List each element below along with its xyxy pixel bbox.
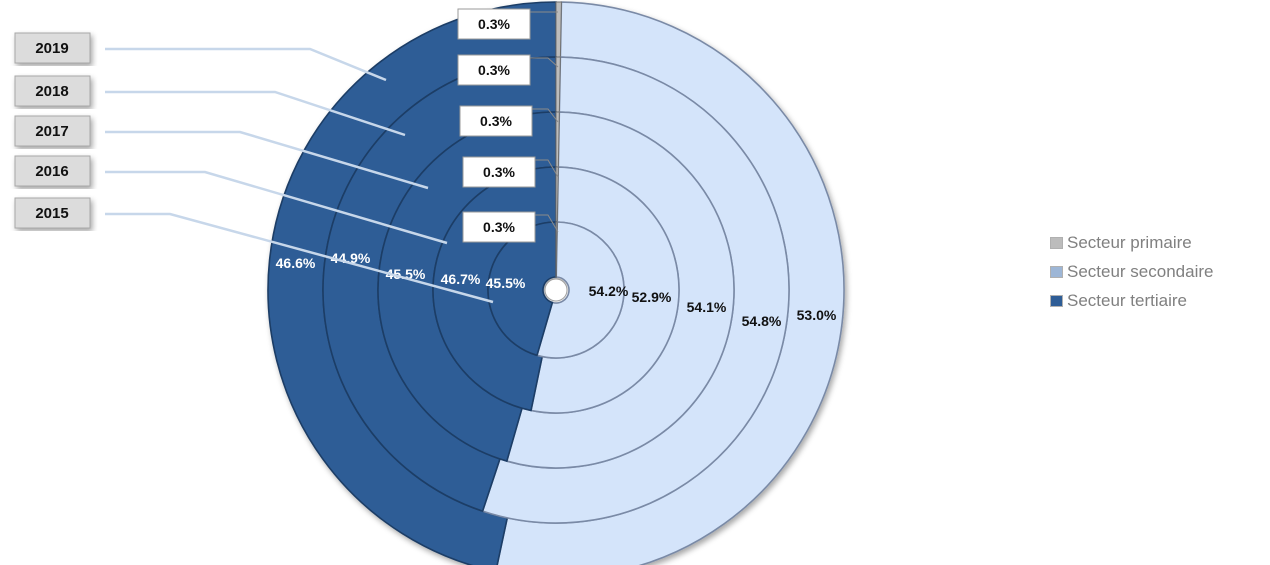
year-label-2016: 2016	[35, 163, 68, 180]
legend-item-primaire: Secteur primaire	[1050, 228, 1213, 257]
label-secondaire-2016: 52.9%	[632, 289, 672, 305]
rings-group	[267, 1, 845, 565]
label-tertiaire-2019: 46.6%	[276, 255, 316, 271]
year-label-2017: 2017	[35, 123, 68, 140]
callout-box-primaire-2017	[459, 105, 533, 137]
legend-swatch-secondaire	[1050, 265, 1063, 278]
label-primaire-2019: 0.3%	[478, 16, 510, 32]
label-tertiaire-2018: 44.9%	[331, 250, 371, 266]
label-tertiaire-2017: 45.5%	[386, 266, 426, 282]
label-primaire-2017: 0.3%	[480, 113, 512, 129]
leader-primaire-2015	[535, 214, 559, 233]
center-hole	[544, 278, 568, 302]
leader-year-2018	[105, 90, 406, 137]
legend-label-primaire: Secteur primaire	[1067, 232, 1192, 252]
label-secondaire-2017: 54.1%	[687, 299, 727, 315]
label-secondaire-2018: 54.8%	[742, 313, 782, 329]
label-secondaire-2015: 54.2%	[589, 283, 629, 299]
slice-primaire-2015	[555, 221, 558, 278]
legend-swatch-primaire	[1050, 236, 1063, 249]
callout-box-primaire-2018	[457, 54, 531, 86]
callout-box-primaire-2015	[462, 211, 536, 243]
year-tag-2016	[14, 155, 91, 187]
leader-year-2019	[105, 47, 387, 82]
year-tag-2017	[14, 115, 91, 147]
year-label-2015: 2015	[35, 205, 68, 222]
ring-2015	[487, 221, 625, 359]
leader-primaire-2018	[530, 57, 559, 68]
year-label-2018: 2018	[35, 83, 68, 100]
label-tertiaire-2016: 46.7%	[441, 271, 481, 287]
label-primaire-2018: 0.3%	[478, 62, 510, 78]
label-primaire-2016: 0.3%	[483, 164, 515, 180]
leader-primaire-2017	[532, 108, 559, 123]
label-primaire-2015: 0.3%	[483, 219, 515, 235]
legend-swatch-tertiaire	[1050, 294, 1063, 307]
year-tag-2015	[14, 197, 91, 229]
leader-year-2015	[105, 212, 494, 304]
legend-item-secondaire: Secteur secondaire	[1050, 257, 1213, 286]
leader-primaire-2016	[535, 159, 559, 178]
slice-primaire-2019	[555, 1, 562, 58]
callout-box-primaire-2016	[462, 156, 536, 188]
callout-box-primaire-2019	[457, 8, 531, 40]
legend-label-tertiaire: Secteur tertiaire	[1067, 290, 1187, 310]
leader-year-2016	[105, 170, 448, 245]
year-tag-2018	[14, 75, 91, 107]
legend: Secteur primaire Secteur secondaire Sect…	[1050, 228, 1213, 315]
label-secondaire-2019: 53.0%	[797, 307, 837, 323]
year-label-2019: 2019	[35, 40, 68, 57]
slice-secondaire-2015	[536, 221, 625, 359]
legend-label-secondaire: Secteur secondaire	[1067, 261, 1214, 281]
year-tag-2019	[14, 32, 91, 64]
leader-year-2017	[105, 130, 429, 190]
label-tertiaire-2015: 45.5%	[486, 275, 526, 291]
legend-item-tertiaire: Secteur tertiaire	[1050, 286, 1213, 315]
